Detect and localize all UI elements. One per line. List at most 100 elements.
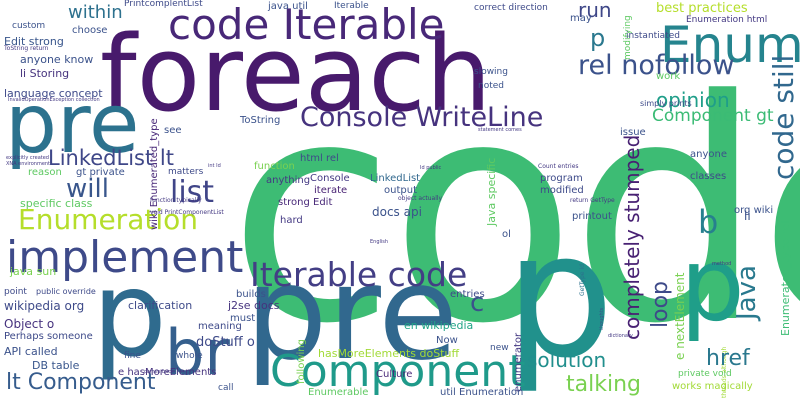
word-talking: talking — [566, 372, 641, 397]
word-dictionary: dictionary — [608, 333, 633, 339]
word-pre: pre — [5, 77, 140, 172]
word-e-hasmoreelements: e hasMoreElements — [118, 367, 217, 378]
word-edit-strong: Edit strong — [4, 35, 64, 48]
word-console-writeline: Console WriteLine — [300, 102, 544, 133]
word-anyone: anyone — [690, 149, 727, 160]
word-printcomplentlist: PrintcomplentList — [124, 0, 203, 9]
word-enum: Enum — [660, 16, 800, 74]
word-point: point — [4, 287, 27, 297]
word-opinion: opinion — [656, 88, 730, 112]
word-object-o: Object o — [4, 317, 55, 331]
word-java-util: java util — [268, 1, 308, 12]
word-program: program — [540, 173, 583, 184]
word-comes-back: comes back — [144, 369, 174, 375]
word-pre: pre — [245, 237, 459, 389]
word-p: p — [92, 245, 167, 383]
word-enumeration-html: Enumeration html — [686, 15, 768, 25]
word-hard: hard — [280, 215, 303, 226]
word-count-entries: Count entries — [538, 163, 579, 170]
word-enumerated-type-rel: Enumerated_type rel — [779, 220, 792, 336]
word-tostring-return: ToString return — [4, 45, 49, 52]
word-hasmoreelements-dostuff: hasMoreElements doStuff — [318, 347, 460, 360]
word-statement-comes: statement comes — [478, 127, 522, 133]
word-j2se-docs: j2se docs — [228, 299, 280, 312]
word-gt-private: gt private — [76, 167, 125, 178]
word-entries: entries — [450, 289, 485, 300]
word-choose: choose — [72, 25, 108, 36]
word-printout: printout — [572, 211, 612, 222]
word-matters: matters — [168, 167, 204, 177]
word-db-table: DB table — [32, 359, 80, 372]
word-li: li — [744, 209, 751, 223]
word-language-concept: language concept — [4, 87, 103, 100]
word-java-specific: Java specific — [485, 157, 498, 226]
word-iterate: iterate — [314, 185, 348, 196]
word-method: method — [712, 261, 732, 267]
word-p: p — [590, 24, 606, 52]
word-id-public: Id public — [420, 165, 442, 171]
word-foreach: foreach — [100, 13, 492, 135]
word-must: must — [230, 313, 256, 324]
word-en-wikipedia: en wikipedia — [404, 319, 474, 332]
word-iterable-code: Iterable code — [250, 255, 468, 294]
word-whole: whole — [176, 351, 203, 361]
word-enumeration: Enumeration — [18, 203, 198, 236]
word-code-still: code still — [767, 54, 800, 180]
word-output: output — [384, 185, 417, 196]
word-call: call — [218, 383, 234, 393]
word-b: b — [698, 203, 719, 241]
word-html-rel: html rel — [300, 153, 339, 164]
word-loop: loop — [648, 281, 673, 328]
word-return-gettype: return GetType — [570, 197, 615, 204]
word-private-void: private void — [678, 369, 732, 379]
word-enumerable: Enumerable — [308, 387, 369, 398]
word-completely-stumped: completely stumped — [620, 134, 644, 340]
word-invalidoperationexception: InvalidOperationException collection — [8, 97, 100, 103]
word-correct-direction: correct direction — [474, 3, 548, 13]
word-works-magically: works magically — [672, 381, 753, 392]
word-li-storing: li Storing — [20, 67, 70, 80]
word-instantiated: instantiated — [626, 31, 680, 41]
word-dostuff-o: doStuff o — [196, 335, 255, 350]
word-slowing: slowing — [474, 67, 508, 77]
word-specific-class: specific class — [20, 197, 93, 210]
word-enumerator: enumerator — [513, 332, 524, 392]
word-implement: implement — [6, 232, 244, 283]
word-within: within — [68, 2, 123, 23]
word-gettype-id: GetType Id — [579, 264, 586, 296]
word-java: Java — [732, 265, 762, 320]
word-api-called: API called — [4, 345, 58, 358]
word-e-nextelement: e nextElement — [673, 272, 687, 360]
word-work: work — [656, 71, 681, 82]
word-href: href — [706, 346, 750, 371]
word-rel-nofollow: rel nofollow — [578, 50, 735, 81]
word-public-override: public override — [36, 287, 96, 296]
word-explicitly-created: explicitly created — [6, 155, 49, 161]
word-issue: issue — [620, 127, 646, 138]
word-org-wiki: org wiki — [734, 205, 774, 216]
word-thoughts: thoughts — [599, 307, 605, 330]
word-wikipedia-org: wikipedia org — [4, 299, 85, 313]
word-object-actually: object actually — [398, 195, 443, 202]
word-br: br — [165, 316, 230, 389]
word-following: following — [296, 339, 307, 384]
word-console: Console — [310, 173, 350, 184]
word-component-gt: Component gt — [652, 106, 774, 126]
word-p: p — [680, 226, 745, 345]
word-util-enumeration: util Enumeration — [440, 387, 524, 398]
word-now: Now — [436, 335, 458, 346]
word-c: c — [470, 288, 485, 318]
word-modified: modified — [540, 185, 584, 196]
word-list: list — [170, 175, 215, 210]
word-reason: reason — [28, 167, 62, 178]
word-english: English — [370, 239, 389, 245]
word-xna-environment: XNA environment — [6, 161, 51, 167]
word-classes: classes — [690, 171, 727, 182]
word-strong-edit: strong Edit — [278, 197, 333, 208]
word-culture: Culture — [376, 369, 413, 380]
word-iterable: Iterable — [334, 1, 369, 11]
word-perhaps-someone: Perhaps someone — [4, 331, 93, 342]
word-code: code — [228, 35, 800, 390]
word-linkedlist: LinkedList — [370, 173, 421, 184]
